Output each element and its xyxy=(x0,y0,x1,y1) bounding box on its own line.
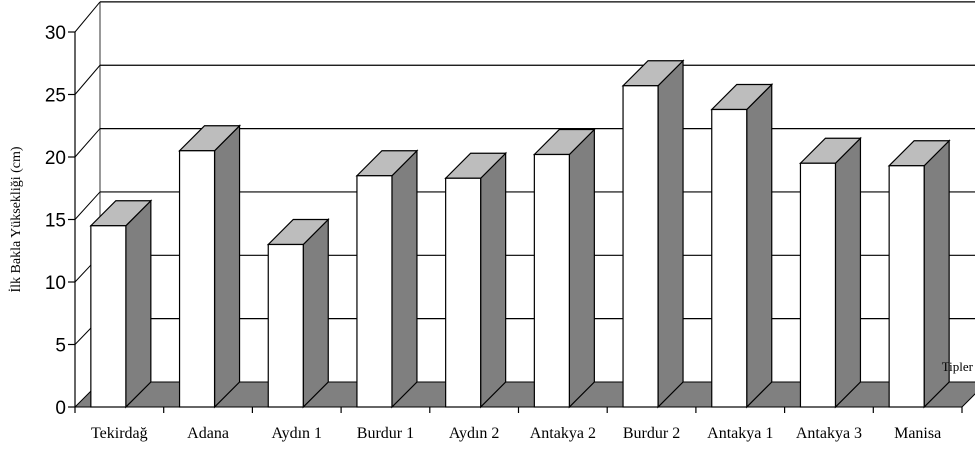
y-tick-label: 30 xyxy=(45,23,66,44)
y-tick-label: 5 xyxy=(55,336,66,357)
category-label: Aydın 1 xyxy=(271,425,322,442)
category-label: Tekirdağ xyxy=(91,425,148,442)
bar xyxy=(178,150,216,408)
category-label: Aydın 2 xyxy=(449,425,500,442)
bar-side xyxy=(568,128,595,409)
category-label: Burdur 2 xyxy=(623,425,680,442)
bar xyxy=(267,243,304,408)
bar xyxy=(799,162,837,408)
bar-side xyxy=(391,149,418,409)
gridline-diagonal xyxy=(74,128,101,158)
category-label: Burdur 1 xyxy=(357,425,414,442)
bar-side xyxy=(213,124,241,409)
gridline-diagonal xyxy=(74,191,101,220)
bar-side xyxy=(480,151,507,409)
y-tick-label: 15 xyxy=(45,211,66,232)
category-label: Manisa xyxy=(894,425,941,442)
bar xyxy=(90,225,127,408)
bar xyxy=(356,175,393,408)
bar-side xyxy=(302,218,329,409)
category-label: Antakya 2 xyxy=(530,425,596,442)
category-label: Adana xyxy=(187,425,229,442)
bar xyxy=(711,108,748,408)
gridline-diagonal xyxy=(74,1,101,33)
y-tick-label: 0 xyxy=(55,398,66,419)
y-tick-label: 20 xyxy=(45,148,66,169)
y-tick-label: 10 xyxy=(45,273,66,294)
category-label: Antakya 3 xyxy=(796,425,862,442)
y-axis-label: İlk Bakla Yüksekliği (cm) xyxy=(8,146,24,292)
bar xyxy=(533,153,570,408)
gridline-diagonal xyxy=(74,64,101,95)
bar-side xyxy=(834,136,862,409)
bar xyxy=(445,177,482,408)
bar-side xyxy=(746,83,773,409)
bar-side xyxy=(125,199,152,409)
x-axis-label: Tipler xyxy=(942,359,974,374)
bar xyxy=(622,85,659,408)
bar-side xyxy=(657,59,684,409)
y-tick-label: 25 xyxy=(45,86,66,107)
category-label: Antakya 1 xyxy=(707,425,773,442)
bar xyxy=(888,165,925,408)
